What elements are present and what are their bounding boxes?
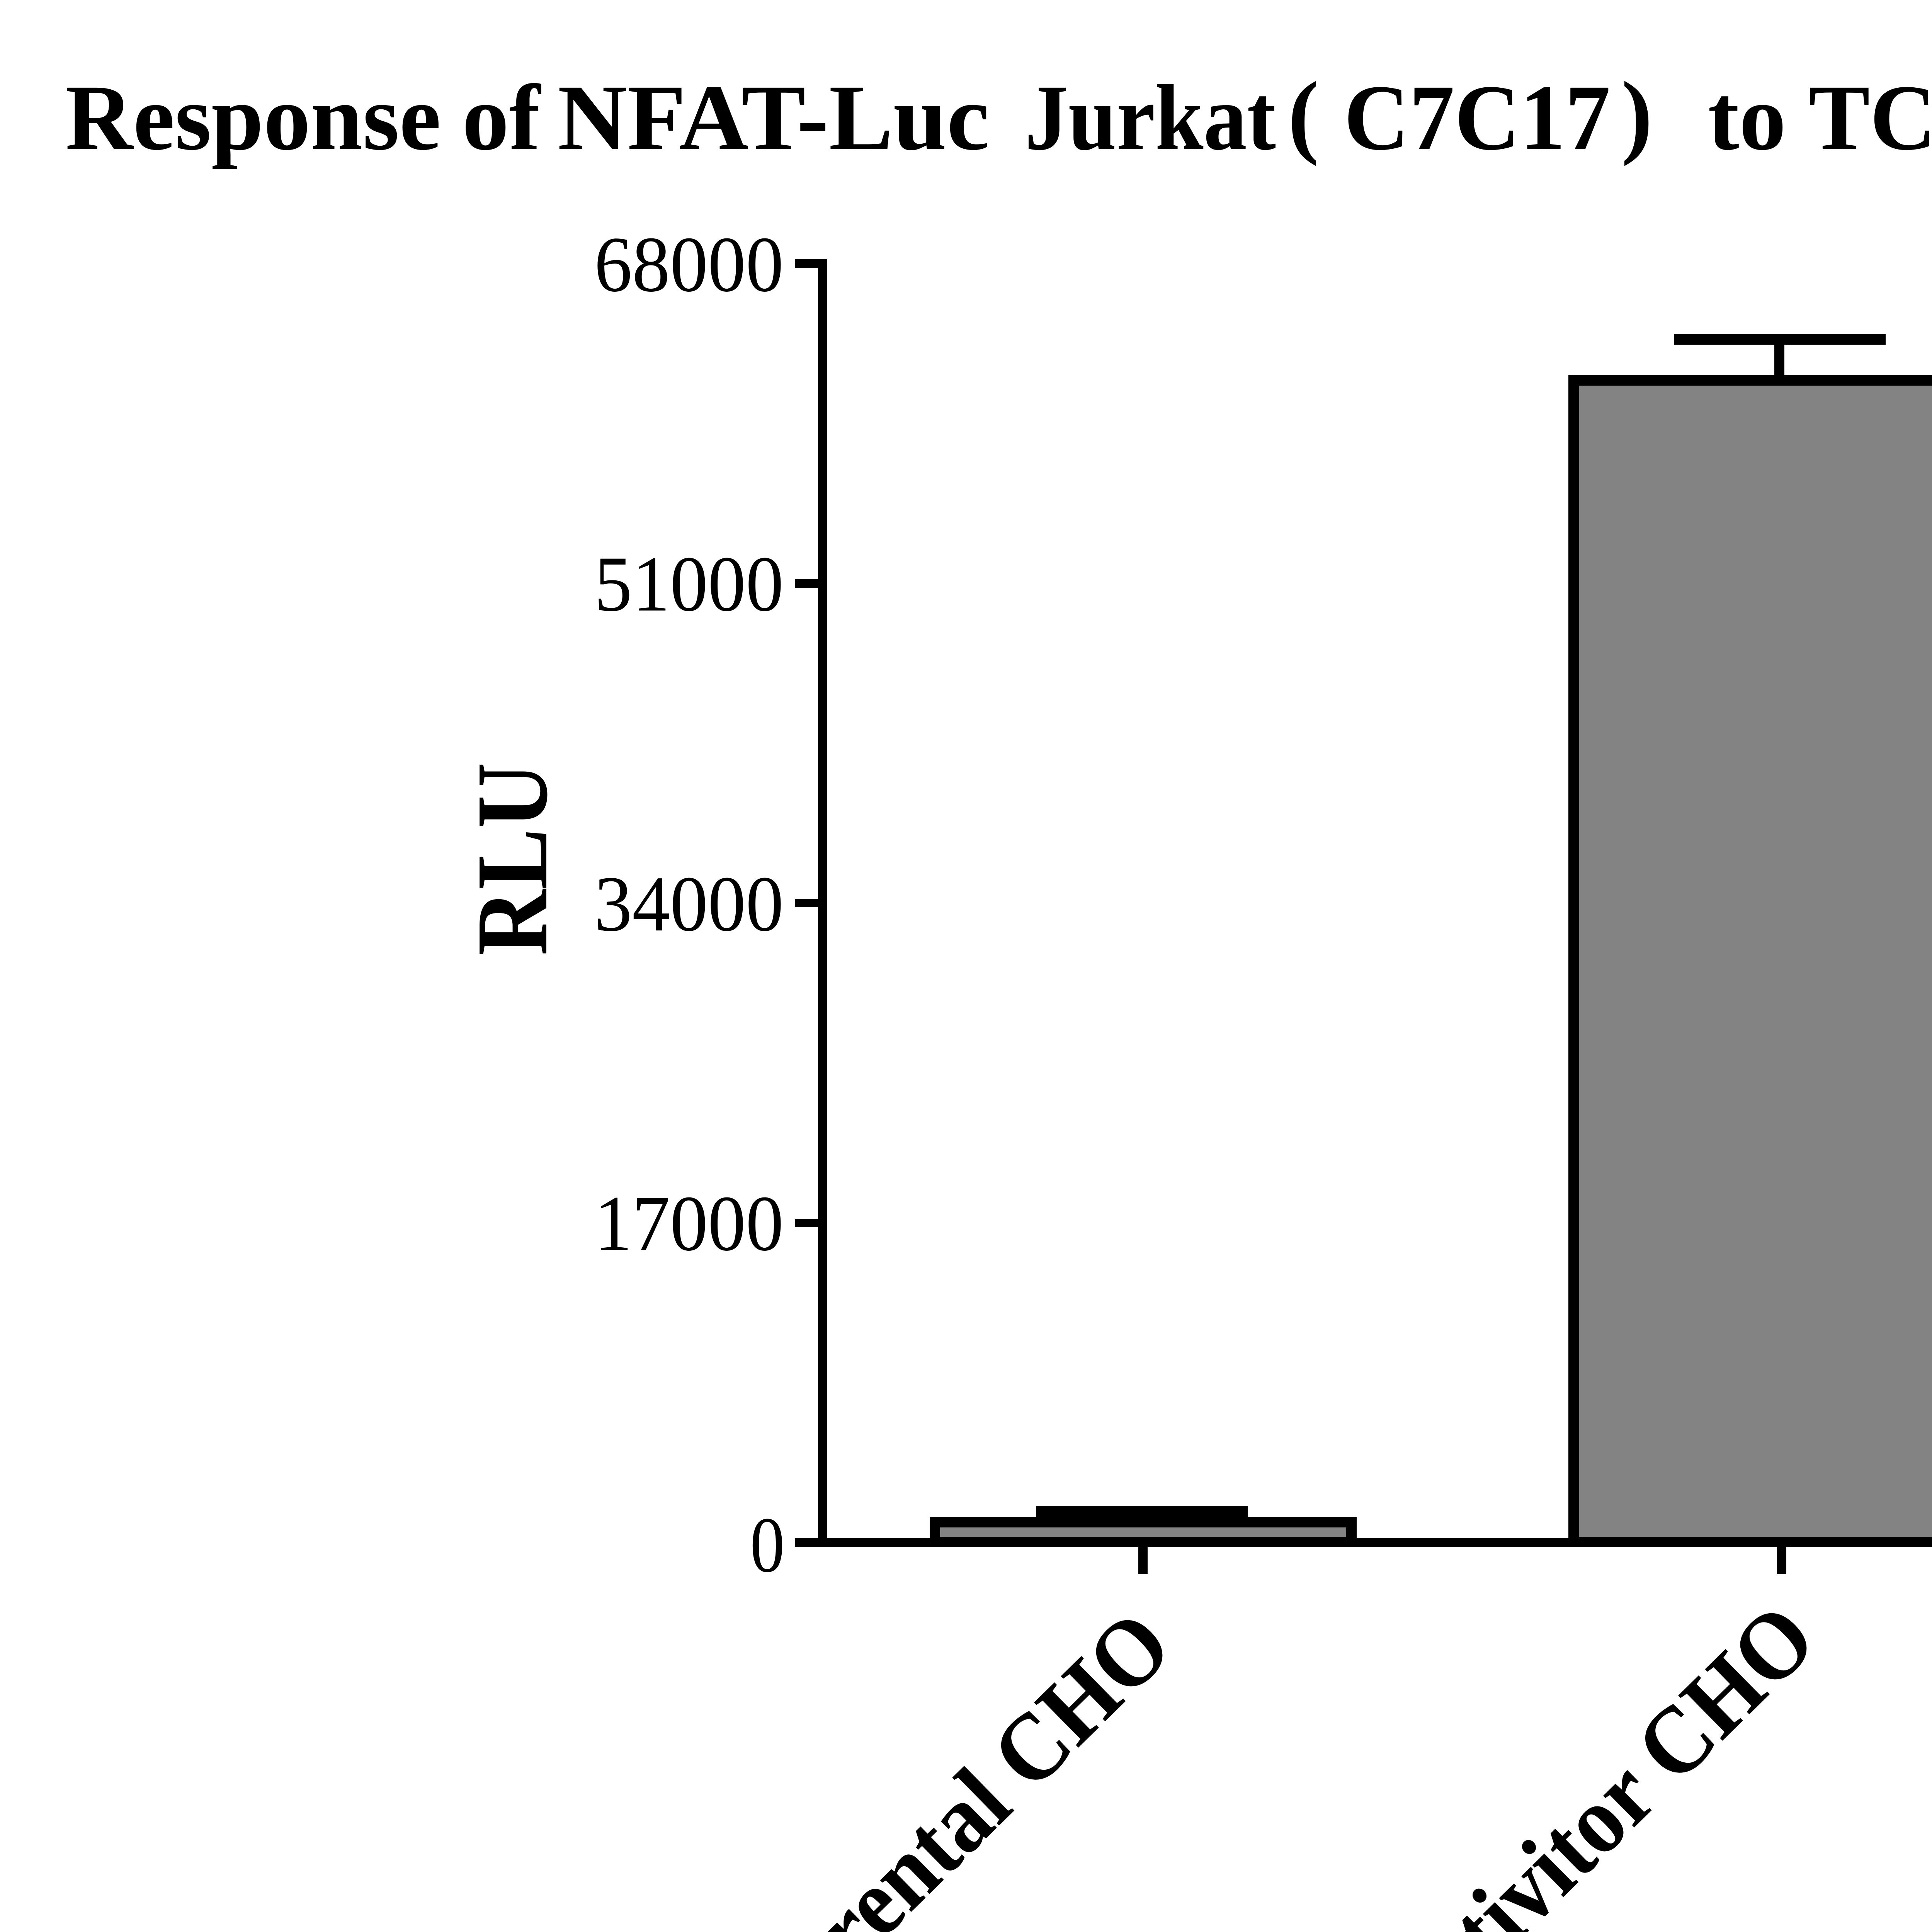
svg-text:17000: 17000: [594, 1180, 784, 1267]
svg-text:34000: 34000: [594, 860, 784, 948]
svg-text:RLU: RLU: [456, 762, 569, 956]
svg-text:68000: 68000: [594, 221, 784, 308]
svg-text:51000: 51000: [594, 540, 784, 628]
svg-text:0: 0: [750, 1501, 785, 1589]
